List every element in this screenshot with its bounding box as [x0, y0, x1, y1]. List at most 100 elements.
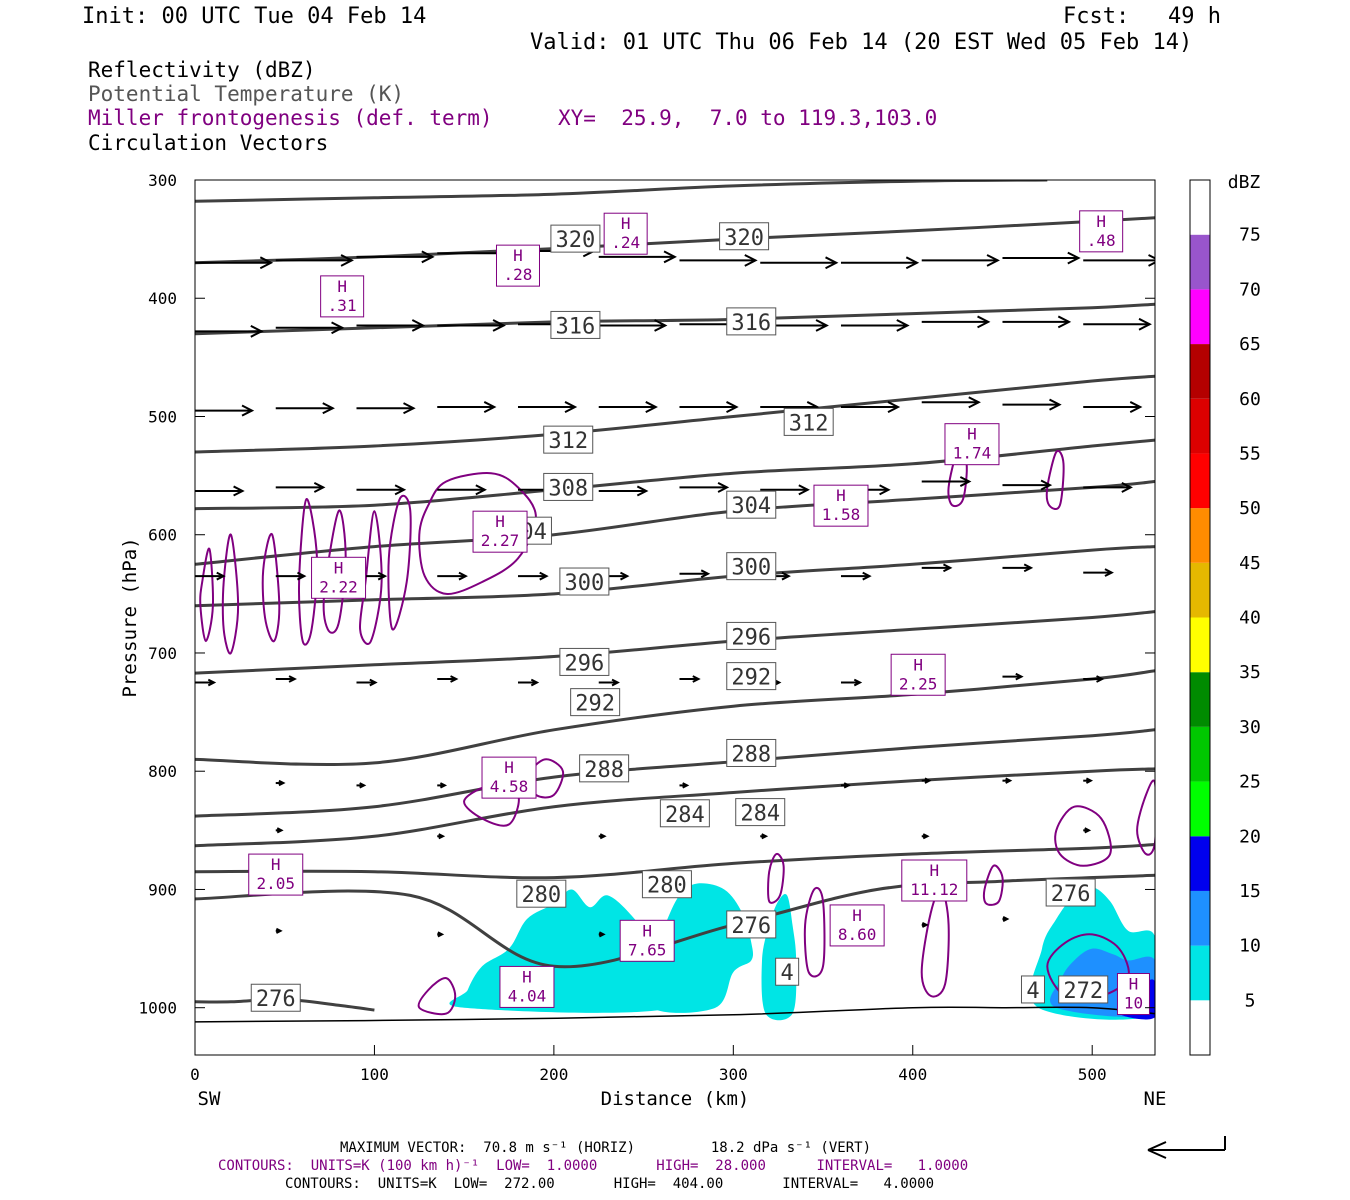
vector-head: [1121, 482, 1133, 493]
colorbar-level: 60: [1239, 389, 1261, 410]
high-value: 7.65: [628, 940, 667, 959]
theta-contour-label: 296: [726, 621, 777, 650]
circulation-vector: [356, 250, 435, 264]
theta-label-box: [559, 567, 610, 596]
vector-head: [340, 254, 354, 267]
x-tick-label: 0: [190, 1065, 200, 1084]
circulation-vector: [275, 571, 307, 581]
vector-head: [278, 779, 286, 787]
circulation-vector: [275, 927, 283, 934]
vector-head: [636, 485, 649, 497]
theta-label-text: 308: [548, 476, 588, 501]
theta-contour-label: 320: [550, 224, 601, 253]
vector-head: [663, 250, 677, 264]
colorbar-level: 55: [1239, 443, 1261, 464]
x-tick-label: 400: [898, 1065, 927, 1084]
vector-head: [862, 571, 872, 581]
plot-frame: [194, 179, 1156, 1056]
vector-head: [483, 401, 497, 414]
theta-label-text: 292: [731, 666, 771, 691]
vector-head: [599, 833, 607, 840]
vector-head: [276, 827, 284, 834]
y-axis-title: Pressure (hPa): [119, 537, 141, 697]
vector-head: [611, 678, 620, 687]
circulation-vector: [598, 485, 649, 497]
circulation-vector: [275, 675, 297, 683]
circulation-vector: [437, 571, 468, 581]
circulation-vector: [760, 256, 839, 270]
vector-layer: [195, 244, 1155, 938]
circulation-vector: [760, 484, 810, 496]
circulation-vector: [437, 401, 497, 414]
circulation-vector: [1083, 317, 1152, 331]
vector-head: [620, 571, 630, 581]
theta-label-box: [726, 738, 777, 767]
vector-head: [654, 319, 668, 332]
vector-head: [377, 571, 388, 581]
vector-head: [1138, 317, 1152, 331]
vector-head: [1057, 315, 1072, 329]
theta-contour-label: 296: [559, 647, 610, 676]
circulation-vector: [437, 833, 446, 840]
colorbar-swatch: [1190, 453, 1210, 509]
high-box: [901, 859, 968, 902]
theta-label-box: [726, 307, 777, 336]
theta-contour-note: CONTOURS: UNITS=K LOW= 272.00 HIGH= 404.…: [285, 1176, 935, 1192]
vector-head: [825, 256, 839, 270]
high-value: 11.12: [910, 880, 958, 899]
circulation-vector: [437, 782, 448, 789]
theta-label-text: 284: [740, 802, 780, 827]
vector-head: [437, 931, 445, 938]
frontogenesis-high: H.48: [1079, 210, 1124, 253]
theta-label-box: [516, 879, 567, 908]
circulation-vector: [598, 401, 658, 414]
colorbar-level: 10: [1239, 936, 1261, 957]
circulation-vector: [840, 782, 851, 789]
theta-label-text: 4: [781, 961, 794, 986]
theta-label-text: 276: [1051, 882, 1091, 907]
vector-head: [421, 250, 435, 264]
frontogenesis-contour: [982, 864, 1004, 906]
high-box: [603, 212, 648, 255]
frontogenesis-contour: [387, 494, 412, 631]
vector-head: [458, 571, 468, 581]
theta-contour: [195, 302, 1155, 336]
circulation-vector: [275, 482, 326, 493]
legend-reflectivity: Reflectivity (dBZ): [88, 58, 316, 82]
frontogenesis-contour: [803, 886, 826, 978]
y-tick-label: 700: [148, 644, 177, 663]
circulation-vector: [356, 484, 407, 496]
circulation-vector: [921, 833, 930, 840]
vector-head: [438, 833, 446, 840]
frontogenesis-high: H4.04: [499, 965, 555, 1008]
vector-head: [921, 921, 929, 928]
colorbar-level: 50: [1239, 498, 1261, 519]
colorbar-swatch: [1190, 234, 1210, 290]
vector-head: [905, 256, 920, 270]
frontogenesis-high: H1.58: [813, 484, 869, 527]
vector-head: [403, 402, 416, 415]
x-axis-title: Distance (km): [601, 1088, 750, 1110]
circulation-vector: [598, 250, 677, 264]
theta-label-box: [250, 983, 301, 1012]
vector-head: [1104, 568, 1114, 577]
high-box: [890, 653, 946, 696]
legend-frontogenesis: Miller frontogenesis (def. term): [88, 106, 493, 130]
theta-contour-label: 308: [543, 472, 594, 501]
y-tick-label: 500: [148, 407, 177, 426]
high-box: [495, 244, 540, 287]
high-value: .24: [611, 233, 640, 252]
frontogenesis-contour: [221, 533, 240, 655]
circulation-vector: [1002, 251, 1081, 265]
circulation-vector: [356, 319, 426, 332]
high-value: 1.58: [822, 505, 861, 524]
colorbar-level: 30: [1239, 717, 1261, 738]
circulation-vector: [598, 319, 668, 332]
vector-head: [977, 315, 991, 329]
contour-label-layer: 3203203163163123123083043043003002962962…: [250, 222, 1109, 1012]
high-box: [248, 853, 304, 896]
vector-head: [1049, 398, 1062, 411]
high-value: .28: [504, 265, 533, 284]
theta-contour: [195, 767, 1155, 848]
